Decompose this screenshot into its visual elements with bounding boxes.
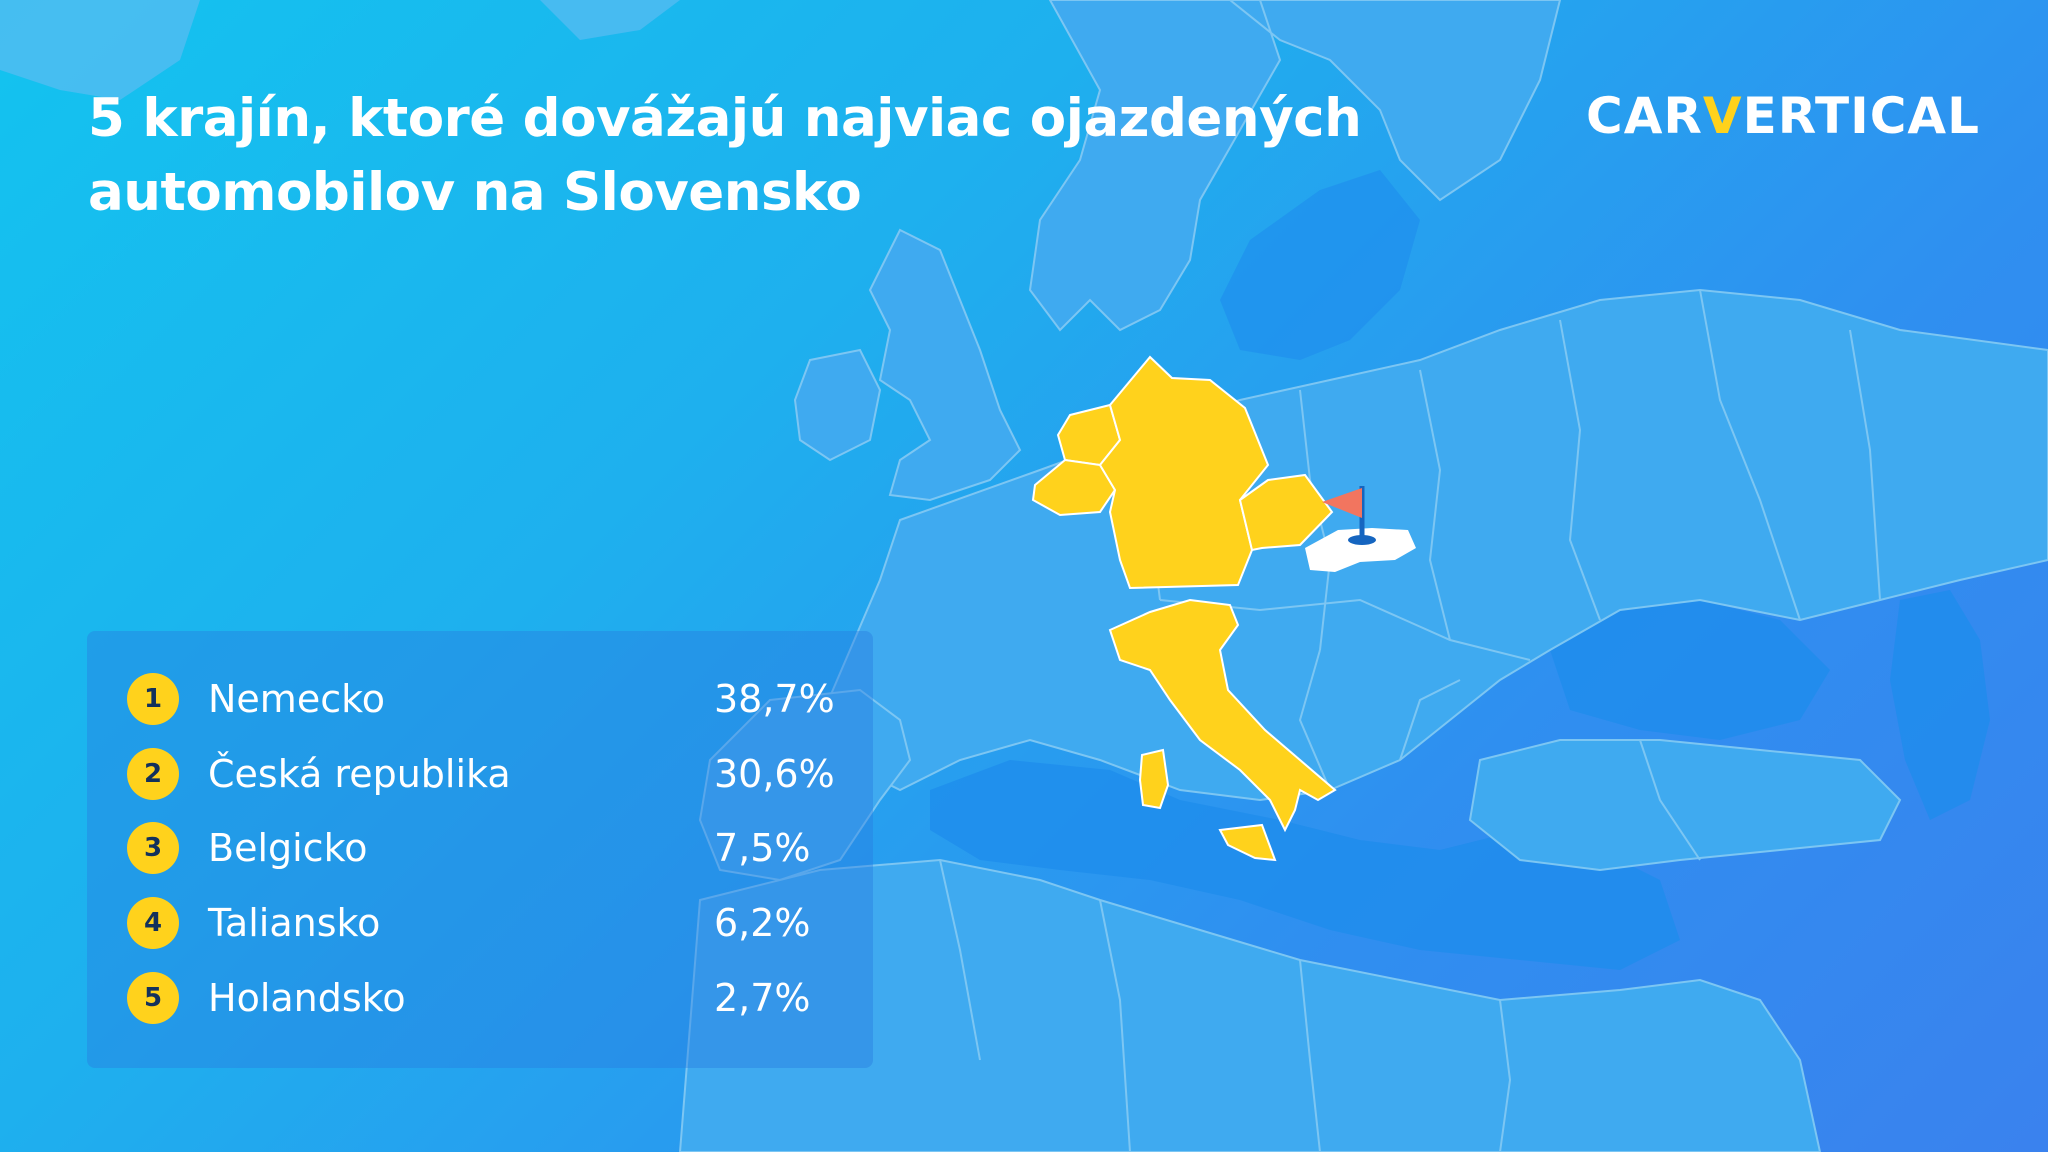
page-title: 5 krajín, ktoré dovážajú najviac ojazden… <box>88 82 1448 230</box>
import-share: 6,2% <box>714 901 811 945</box>
anatolia <box>1468 739 1902 872</box>
ranking-row: 5 Holandsko 2,7% <box>127 970 847 1026</box>
slovakia-shape <box>1305 528 1416 572</box>
country-name: Holandsko <box>208 976 406 1020</box>
iceland-region <box>0 0 680 100</box>
country-name: Nemecko <box>208 677 385 721</box>
logo-text-ertical: ERTICAL <box>1742 87 1980 145</box>
north-africa <box>678 858 1822 1152</box>
country-name: Belgicko <box>208 826 368 870</box>
rank-badge: 5 <box>127 972 179 1024</box>
import-share: 30,6% <box>714 752 835 796</box>
ireland <box>793 348 882 462</box>
ranking-panel: 1 Nemecko 38,7% 2 Česká republika 30,6% … <box>87 631 873 1068</box>
black-sea <box>1550 600 1830 740</box>
ranking-row: 2 Česká republika 30,6% <box>127 746 847 802</box>
title-line-2: automobilov na Slovensko <box>88 162 862 223</box>
sicily-shape <box>1218 823 1277 862</box>
carvertical-logo: CARVERTICAL <box>1586 86 1980 146</box>
logo-text-car: CAR <box>1586 87 1703 145</box>
country-name: Taliansko <box>208 901 381 945</box>
ranking-row: 1 Nemecko 38,7% <box>127 671 847 727</box>
rank-badge: 2 <box>127 748 179 800</box>
germany-shape <box>1098 355 1270 590</box>
flag-icon <box>1322 486 1376 545</box>
baltic-sea <box>1220 170 1420 360</box>
ranking-row: 3 Belgicko 7,5% <box>127 820 847 876</box>
country-name: Česká republika <box>208 752 511 796</box>
import-share: 38,7% <box>714 677 835 721</box>
rank-badge: 1 <box>127 673 179 725</box>
import-share: 2,7% <box>714 976 811 1020</box>
iberian-peninsula <box>698 688 912 882</box>
import-share: 7,5% <box>714 826 811 870</box>
caspian-sea <box>1890 590 1990 820</box>
czech-republic-shape <box>1238 473 1334 552</box>
ranking-row: 4 Taliansko 6,2% <box>127 895 847 951</box>
mediterranean-sea <box>930 760 1680 970</box>
logo-text-v: V <box>1702 87 1743 145</box>
title-line-1: 5 krajín, ktoré dovážajú najviac ojazden… <box>88 88 1362 149</box>
rank-badge: 4 <box>127 897 179 949</box>
italy-shape <box>1108 598 1337 833</box>
sardinia-shape <box>1138 748 1170 810</box>
rank-badge: 3 <box>127 822 179 874</box>
continental-europe <box>818 288 2048 802</box>
belgium-shape <box>1031 458 1117 517</box>
scandinavia <box>1028 0 1562 332</box>
great-britain <box>868 228 1022 502</box>
